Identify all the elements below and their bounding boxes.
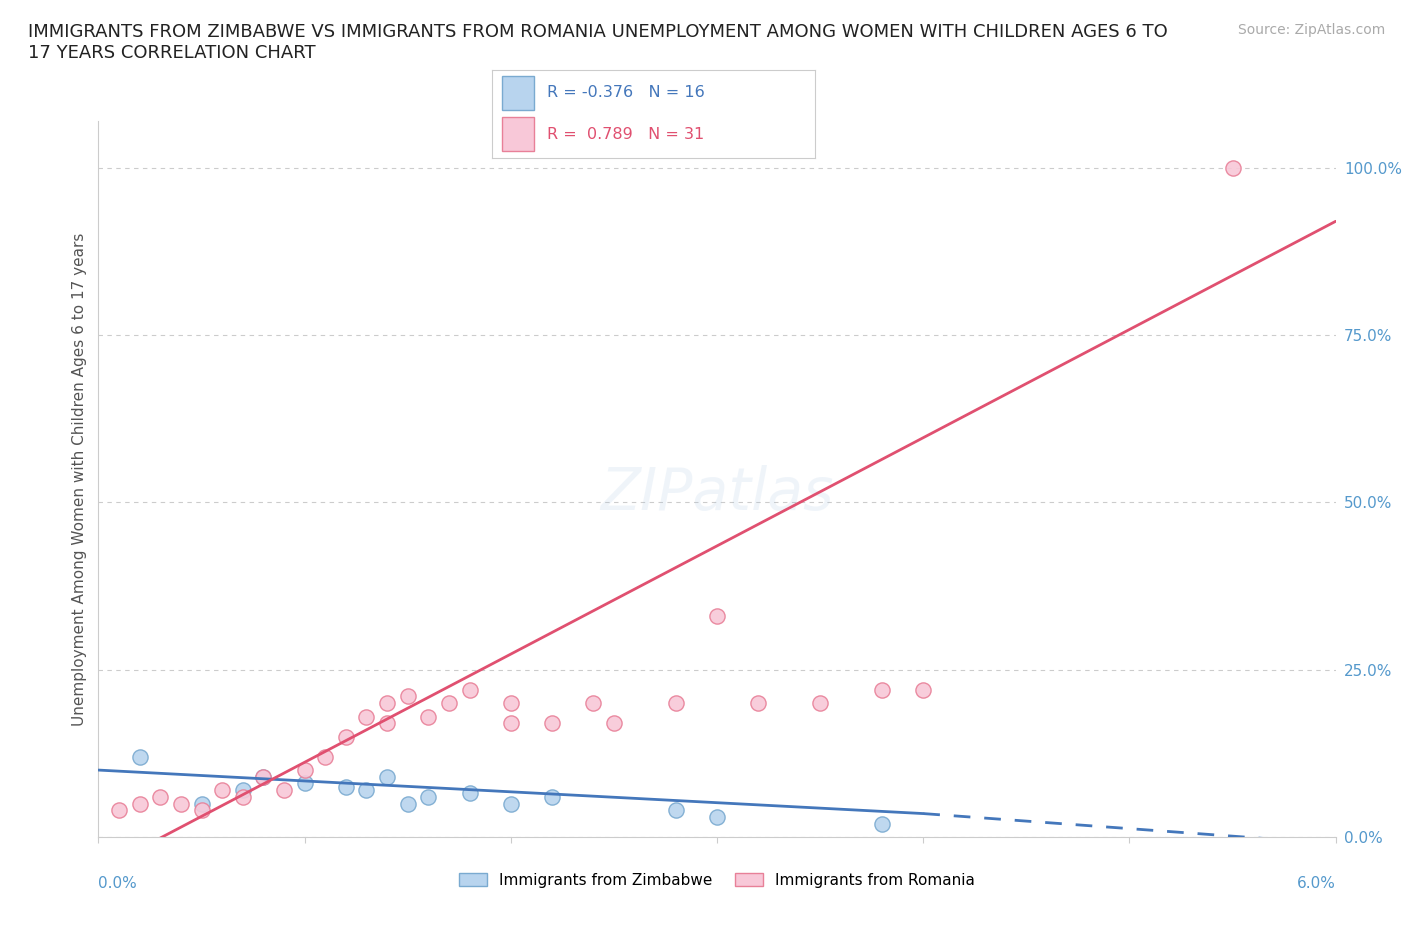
Point bbox=[541, 790, 564, 804]
Point bbox=[294, 763, 316, 777]
Point bbox=[870, 683, 893, 698]
Point bbox=[211, 783, 233, 798]
Text: 0.0%: 0.0% bbox=[98, 876, 138, 891]
Point bbox=[396, 689, 419, 704]
Point bbox=[808, 696, 831, 711]
Legend: Immigrants from Zimbabwe, Immigrants from Romania: Immigrants from Zimbabwe, Immigrants fro… bbox=[453, 867, 981, 894]
Point bbox=[499, 696, 522, 711]
Point bbox=[458, 683, 481, 698]
Point bbox=[706, 609, 728, 624]
Point bbox=[314, 750, 336, 764]
Point bbox=[541, 716, 564, 731]
Point bbox=[418, 790, 440, 804]
Point bbox=[870, 817, 893, 831]
Point bbox=[499, 796, 522, 811]
Point bbox=[190, 803, 212, 817]
Point bbox=[128, 796, 150, 811]
Point bbox=[665, 803, 688, 817]
Point bbox=[232, 790, 254, 804]
Text: ZIPatlas: ZIPatlas bbox=[600, 465, 834, 522]
Point bbox=[170, 796, 193, 811]
Bar bbox=[502, 76, 534, 110]
Point bbox=[232, 783, 254, 798]
Text: R =  0.789   N = 31: R = 0.789 N = 31 bbox=[547, 126, 704, 141]
Point bbox=[437, 696, 460, 711]
Point bbox=[458, 786, 481, 801]
Point bbox=[190, 796, 212, 811]
Point bbox=[356, 783, 378, 798]
Text: R = -0.376   N = 16: R = -0.376 N = 16 bbox=[547, 86, 704, 100]
Point bbox=[747, 696, 769, 711]
Y-axis label: Unemployment Among Women with Children Ages 6 to 17 years: Unemployment Among Women with Children A… bbox=[72, 232, 87, 725]
Point bbox=[582, 696, 605, 711]
Point bbox=[252, 769, 274, 784]
Point bbox=[294, 776, 316, 790]
Bar bbox=[502, 117, 534, 151]
Point bbox=[252, 769, 274, 784]
Point bbox=[418, 709, 440, 724]
Point bbox=[335, 779, 357, 794]
Point bbox=[128, 750, 150, 764]
Point bbox=[108, 803, 131, 817]
Point bbox=[706, 809, 728, 824]
Text: 6.0%: 6.0% bbox=[1296, 876, 1336, 891]
Point bbox=[912, 683, 935, 698]
Point bbox=[375, 769, 398, 784]
Point bbox=[1222, 160, 1244, 175]
Point bbox=[396, 796, 419, 811]
Point bbox=[335, 729, 357, 744]
Point bbox=[375, 716, 398, 731]
Point bbox=[375, 696, 398, 711]
Point bbox=[356, 709, 378, 724]
Text: Source: ZipAtlas.com: Source: ZipAtlas.com bbox=[1237, 23, 1385, 37]
Point bbox=[273, 783, 295, 798]
Point bbox=[603, 716, 626, 731]
Text: IMMIGRANTS FROM ZIMBABWE VS IMMIGRANTS FROM ROMANIA UNEMPLOYMENT AMONG WOMEN WIT: IMMIGRANTS FROM ZIMBABWE VS IMMIGRANTS F… bbox=[28, 23, 1168, 62]
Point bbox=[499, 716, 522, 731]
Point bbox=[149, 790, 172, 804]
Point bbox=[665, 696, 688, 711]
